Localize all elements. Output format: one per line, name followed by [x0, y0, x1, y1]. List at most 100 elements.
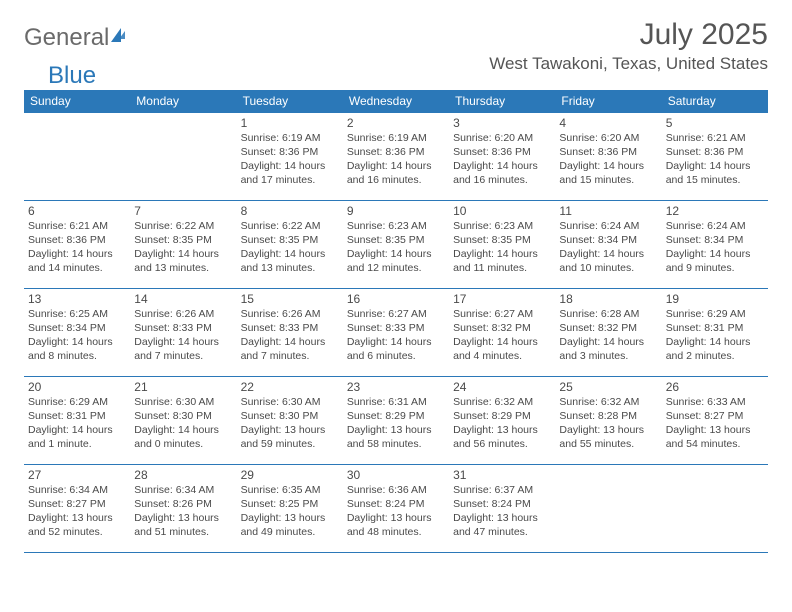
day-details: Sunrise: 6:26 AMSunset: 8:33 PMDaylight:… [241, 308, 339, 363]
calendar-cell: 27Sunrise: 6:34 AMSunset: 8:27 PMDayligh… [24, 465, 130, 553]
day-number: 23 [347, 380, 445, 394]
calendar-cell: 26Sunrise: 6:33 AMSunset: 8:27 PMDayligh… [662, 377, 768, 465]
calendar-cell: 24 Sunrise: 6:32 AMSunset: 8:29 PMDayligh… [449, 377, 555, 465]
weekday-header: Monday [130, 90, 236, 113]
day-details: Sunrise: 6:26 AMSunset: 8:33 PMDaylight:… [134, 308, 232, 363]
calendar-row: 20 Sunrise: 6:29 AMSunset: 8:31 PMDayligh… [24, 377, 768, 465]
calendar-cell: 1 Sunrise: 6:19 AMSunset: 8:36 PMDaylight… [237, 113, 343, 201]
calendar-row: 6Sunrise: 6:21 AMSunset: 8:36 PMDaylight… [24, 201, 768, 289]
calendar-row: 1 Sunrise: 6:19 AMSunset: 8:36 PMDaylight… [24, 113, 768, 201]
calendar-cell-empty [555, 465, 661, 553]
day-details: Sunrise: 6:21 AMSunset: 8:36 PMDaylight:… [666, 132, 764, 187]
calendar-cell-empty [130, 113, 236, 201]
day-details: Sunrise: 6:23 AMSunset: 8:35 PMDaylight:… [347, 220, 445, 275]
day-number: 2 [347, 116, 445, 130]
calendar-table: Sunday Monday Tuesday Wednesday Thursday… [24, 90, 768, 553]
day-details: Sunrise: 6:34 AMSunset: 8:26 PMDaylight:… [134, 484, 232, 539]
brand-part1: General [24, 24, 109, 52]
weekday-header: Friday [555, 90, 661, 113]
calendar-cell: 7 Sunrise: 6:22 AMSunset: 8:35 PMDaylight… [130, 201, 236, 289]
day-number: 20 [28, 380, 126, 394]
day-details: Sunrise: 6:25 AMSunset: 8:34 PMDaylight:… [28, 308, 126, 363]
day-number: 14 [134, 292, 232, 306]
day-number: 16 [347, 292, 445, 306]
location-text: West Tawakoni, Texas, United States [489, 54, 768, 74]
weekday-header: Sunday [24, 90, 130, 113]
day-number: 18 [559, 292, 657, 306]
calendar-cell: 10Sunrise: 6:23 AMSunset: 8:35 PMDayligh… [449, 201, 555, 289]
calendar-cell: 13 Sunrise: 6:25 AMSunset: 8:34 PMDayligh… [24, 289, 130, 377]
day-number: 5 [666, 116, 764, 130]
month-title: July 2025 [489, 18, 768, 52]
day-details: Sunrise: 6:35 AMSunset: 8:25 PMDaylight:… [241, 484, 339, 539]
title-block: July 2025 West Tawakoni, Texas, United S… [489, 18, 768, 74]
calendar-cell: 12 Sunrise: 6:24 AMSunset: 8:34 PMDayligh… [662, 201, 768, 289]
calendar-row: 13 Sunrise: 6:25 AMSunset: 8:34 PMDayligh… [24, 289, 768, 377]
weekday-header: Tuesday [237, 90, 343, 113]
calendar-cell: 11 Sunrise: 6:24 AMSunset: 8:34 PMDayligh… [555, 201, 661, 289]
day-details: Sunrise: 6:22 AMSunset: 8:35 PMDaylight:… [134, 220, 232, 275]
day-number: 29 [241, 468, 339, 482]
calendar-cell: 4 Sunrise: 6:20 AMSunset: 8:36 PMDaylight… [555, 113, 661, 201]
day-details: Sunrise: 6:20 AMSunset: 8:36 PMDaylight:… [453, 132, 551, 187]
day-details: Sunrise: 6:30 AMSunset: 8:30 PMDaylight:… [241, 396, 339, 451]
day-details: Sunrise: 6:29 AMSunset: 8:31 PMDaylight:… [28, 396, 126, 451]
calendar-cell: 20 Sunrise: 6:29 AMSunset: 8:31 PMDayligh… [24, 377, 130, 465]
weekday-header: Wednesday [343, 90, 449, 113]
weekday-header-row: Sunday Monday Tuesday Wednesday Thursday… [24, 90, 768, 113]
brand-part2: Blue [48, 62, 96, 90]
day-number: 13 [28, 292, 126, 306]
day-details: Sunrise: 6:27 AMSunset: 8:33 PMDaylight:… [347, 308, 445, 363]
calendar-cell: 31 Sunrise: 6:37 AMSunset: 8:24 PMDayligh… [449, 465, 555, 553]
calendar-cell-empty [662, 465, 768, 553]
day-number: 31 [453, 468, 551, 482]
calendar-cell-empty [24, 113, 130, 201]
day-number: 1 [241, 116, 339, 130]
day-details: Sunrise: 6:32 AMSunset: 8:28 PMDaylight:… [559, 396, 657, 451]
day-details: Sunrise: 6:27 AMSunset: 8:32 PMDaylight:… [453, 308, 551, 363]
day-number: 4 [559, 116, 657, 130]
day-number: 22 [241, 380, 339, 394]
day-details: Sunrise: 6:22 AMSunset: 8:35 PMDaylight:… [241, 220, 339, 275]
day-number: 3 [453, 116, 551, 130]
calendar-cell: 21Sunrise: 6:30 AMSunset: 8:30 PMDayligh… [130, 377, 236, 465]
weekday-header: Thursday [449, 90, 555, 113]
day-number: 17 [453, 292, 551, 306]
day-details: Sunrise: 6:32 AMSunset: 8:29 PMDaylight:… [453, 396, 551, 451]
calendar-cell: 8 Sunrise: 6:22 AMSunset: 8:35 PMDaylight… [237, 201, 343, 289]
day-number: 15 [241, 292, 339, 306]
day-number: 11 [559, 204, 657, 218]
calendar-cell: 19Sunrise: 6:29 AMSunset: 8:31 PMDayligh… [662, 289, 768, 377]
day-details: Sunrise: 6:24 AMSunset: 8:34 PMDaylight:… [666, 220, 764, 275]
day-number: 12 [666, 204, 764, 218]
calendar-cell: 22 Sunrise: 6:30 AMSunset: 8:30 PMDayligh… [237, 377, 343, 465]
day-number: 7 [134, 204, 232, 218]
day-details: Sunrise: 6:19 AMSunset: 8:36 PMDaylight:… [347, 132, 445, 187]
calendar-cell: 16 Sunrise: 6:27 AMSunset: 8:33 PMDayligh… [343, 289, 449, 377]
day-details: Sunrise: 6:29 AMSunset: 8:31 PMDaylight:… [666, 308, 764, 363]
day-details: Sunrise: 6:24 AMSunset: 8:34 PMDaylight:… [559, 220, 657, 275]
day-number: 24 [453, 380, 551, 394]
day-number: 6 [28, 204, 126, 218]
day-details: Sunrise: 6:19 AMSunset: 8:36 PMDaylight:… [241, 132, 339, 187]
day-number: 27 [28, 468, 126, 482]
day-details: Sunrise: 6:20 AMSunset: 8:36 PMDaylight:… [559, 132, 657, 187]
day-details: Sunrise: 6:37 AMSunset: 8:24 PMDaylight:… [453, 484, 551, 539]
day-number: 8 [241, 204, 339, 218]
calendar-cell: 6Sunrise: 6:21 AMSunset: 8:36 PMDaylight… [24, 201, 130, 289]
calendar-cell: 14 Sunrise: 6:26 AMSunset: 8:33 PMDayligh… [130, 289, 236, 377]
calendar-cell: 30Sunrise: 6:36 AMSunset: 8:24 PMDayligh… [343, 465, 449, 553]
brand-logo: General [24, 18, 125, 52]
brand-triangle-icon [119, 31, 125, 39]
day-details: Sunrise: 6:33 AMSunset: 8:27 PMDaylight:… [666, 396, 764, 451]
calendar-cell: 17 Sunrise: 6:27 AMSunset: 8:32 PMDayligh… [449, 289, 555, 377]
day-number: 25 [559, 380, 657, 394]
day-number: 10 [453, 204, 551, 218]
calendar-cell: 5 Sunrise: 6:21 AMSunset: 8:36 PMDaylight… [662, 113, 768, 201]
calendar-cell: 28Sunrise: 6:34 AMSunset: 8:26 PMDayligh… [130, 465, 236, 553]
day-details: Sunrise: 6:36 AMSunset: 8:24 PMDaylight:… [347, 484, 445, 539]
calendar-row: 27Sunrise: 6:34 AMSunset: 8:27 PMDayligh… [24, 465, 768, 553]
calendar-cell: 25 Sunrise: 6:32 AMSunset: 8:28 PMDayligh… [555, 377, 661, 465]
day-details: Sunrise: 6:31 AMSunset: 8:29 PMDaylight:… [347, 396, 445, 451]
calendar-cell: 2 Sunrise: 6:19 AMSunset: 8:36 PMDaylight… [343, 113, 449, 201]
